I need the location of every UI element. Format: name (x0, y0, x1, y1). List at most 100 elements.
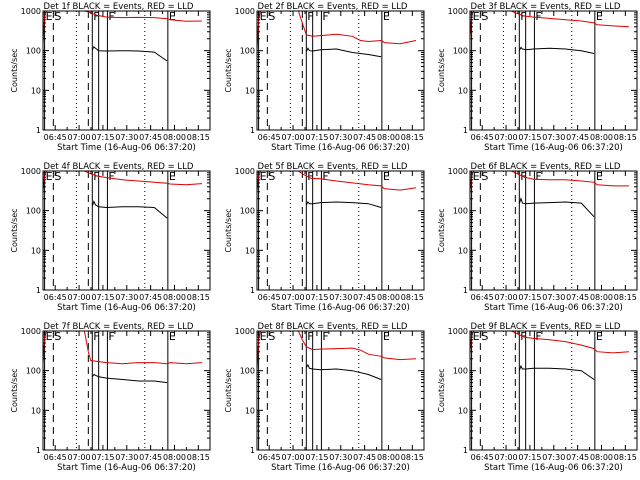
x-tick-label: 07:15 (518, 453, 541, 462)
y-tick-label: 10 (31, 86, 41, 95)
x-tick-label: 08:15 (614, 293, 637, 302)
x-tick-label: 07:45 (353, 133, 376, 142)
marker-label: S (481, 10, 488, 23)
y-tick-label: 1000 (21, 7, 41, 16)
x-tick-label: 07:45 (566, 453, 589, 462)
events-series-line (518, 46, 595, 54)
x-tick-label: 08:00 (163, 293, 186, 302)
marker-label: F (93, 10, 99, 23)
x-tick-label: 07:30 (329, 133, 352, 142)
marker-label: E (169, 10, 176, 23)
y-axis-label: Counts/sec (10, 48, 19, 92)
plot-frame (42, 330, 211, 451)
x-tick-label: 07:15 (305, 293, 328, 302)
x-tick-label: 06:45 (258, 293, 281, 302)
lld-series-line (43, 331, 203, 365)
marker-label: S (268, 330, 275, 343)
y-tick-label: 1 (463, 126, 468, 135)
plot-frame (42, 10, 211, 131)
x-tick-label: 07:00 (495, 133, 518, 142)
lld-series-line (43, 11, 203, 44)
y-tick-label: 100 (240, 47, 255, 56)
x-tick-label: 07:15 (518, 133, 541, 142)
events-series-line (91, 45, 168, 62)
plot-frame (469, 10, 638, 131)
x-tick-label: 07:15 (91, 453, 114, 462)
x-tick-label: 07:45 (139, 453, 162, 462)
plot-frame (469, 330, 638, 451)
y-axis-label: Counts/sec (10, 368, 19, 412)
x-tick-label: 07:00 (282, 453, 305, 462)
marker-label: F (535, 170, 541, 183)
x-tick-label: 07:15 (305, 453, 328, 462)
marker-label: S (54, 330, 61, 343)
x-tick-label: 07:30 (542, 133, 565, 142)
x-tick-label: 06:45 (44, 133, 67, 142)
marker-label: F (108, 170, 114, 183)
x-tick-label: 08:00 (590, 133, 613, 142)
y-tick-label: 100 (453, 47, 468, 56)
x-tick-label: 06:45 (258, 133, 281, 142)
lld-series-line (470, 11, 630, 39)
y-axis-label: Counts/sec (224, 368, 233, 412)
x-tick-label: 07:30 (542, 293, 565, 302)
y-tick-label: 1000 (448, 327, 468, 336)
y-axis-label: Counts/sec (10, 208, 19, 252)
x-tick-label: 08:00 (590, 453, 613, 462)
y-tick-label: 100 (26, 47, 41, 56)
panel-title: Det 1f BLACK = Events, RED = LLD (44, 2, 194, 12)
x-tick-label: 06:45 (258, 453, 281, 462)
x-tick-label: 08:15 (187, 453, 210, 462)
y-tick-label: 1 (36, 286, 41, 295)
x-axis-label: Start Time (16-Aug-06 06:37:20) (271, 303, 410, 313)
x-tick-label: 07:00 (68, 293, 91, 302)
marker-label: E (473, 170, 480, 183)
events-series-line (305, 201, 382, 208)
marker-label: E (260, 170, 267, 183)
x-tick-label: 07:45 (353, 453, 376, 462)
y-tick-label: 100 (26, 207, 41, 216)
x-axis-label: Start Time (16-Aug-06 06:37:20) (484, 143, 623, 153)
x-tick-label: 07:30 (115, 453, 138, 462)
x-tick-label: 07:30 (329, 293, 352, 302)
x-tick-label: 07:30 (115, 293, 138, 302)
x-tick-label: 08:15 (614, 453, 637, 462)
panel-title: Det 6f BLACK = Events, RED = LLD (471, 162, 621, 172)
marker-label: E (46, 170, 53, 183)
x-tick-label: 07:45 (566, 293, 589, 302)
marker-label: E (46, 10, 53, 23)
marker-label: E (169, 170, 176, 183)
x-axis-label: Start Time (16-Aug-06 06:37:20) (484, 463, 623, 473)
lld-series-line (257, 171, 417, 192)
x-tick-label: 07:30 (329, 453, 352, 462)
panel-title: Det 2f BLACK = Events, RED = LLD (258, 2, 408, 12)
lld-series-line (43, 171, 203, 192)
y-tick-label: 1 (250, 126, 255, 135)
x-tick-label: 07:00 (495, 293, 518, 302)
marker-label: E (596, 170, 603, 183)
x-tick-label: 08:15 (187, 293, 210, 302)
y-axis-label: Counts/sec (437, 368, 446, 412)
marker-label: E (596, 10, 603, 23)
y-tick-label: 10 (458, 406, 468, 415)
marker-label: E (169, 330, 176, 343)
marker-label: E (383, 10, 390, 23)
x-tick-label: 08:00 (163, 453, 186, 462)
x-tick-label: 06:45 (471, 293, 494, 302)
x-tick-label: 07:00 (68, 133, 91, 142)
x-tick-label: 08:00 (377, 133, 400, 142)
y-tick-label: 10 (245, 246, 255, 255)
x-tick-label: 07:15 (518, 293, 541, 302)
events-series-line (91, 200, 168, 219)
y-tick-label: 1000 (235, 167, 255, 176)
x-tick-label: 06:45 (471, 133, 494, 142)
panel-title: Det 8f BLACK = Events, RED = LLD (258, 322, 408, 332)
marker-label: E (383, 170, 390, 183)
y-tick-label: 10 (31, 406, 41, 415)
x-tick-label: 08:00 (163, 133, 186, 142)
x-tick-label: 08:15 (401, 133, 424, 142)
